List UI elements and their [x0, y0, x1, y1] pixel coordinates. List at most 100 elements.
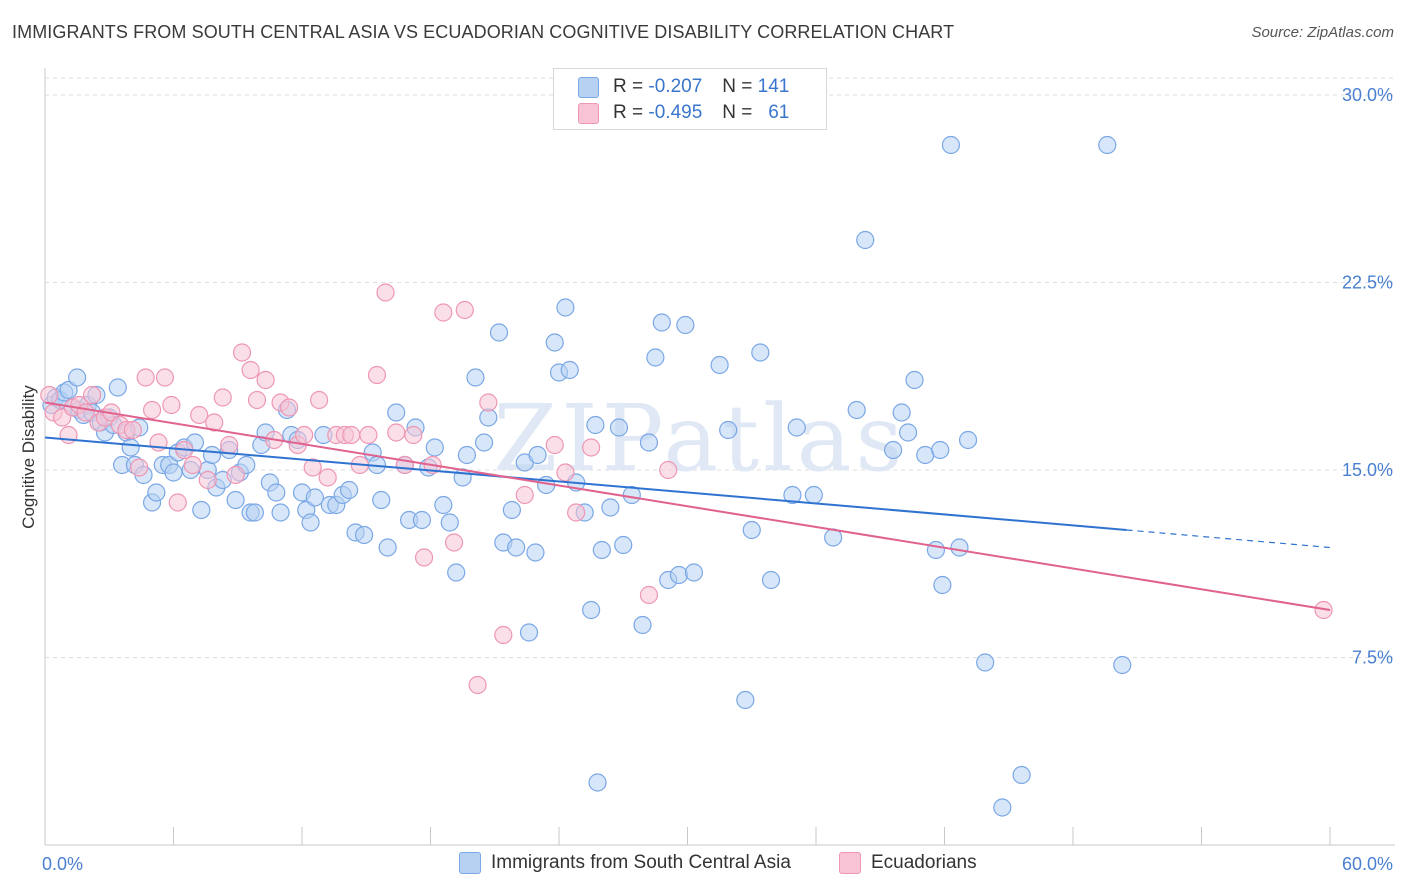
data-point-ecuadorians [232, 343, 252, 362]
data-point-immigrants [340, 480, 359, 500]
data-point-ecuadorians [582, 438, 601, 457]
data-point-ecuadorians [367, 365, 387, 385]
data-point-ecuadorians [545, 435, 564, 455]
bottom-legend-label: Ecuadorians [871, 852, 977, 873]
legend-n-label: N = [722, 102, 753, 123]
data-point-immigrants [489, 323, 509, 342]
data-point-immigrants [108, 378, 127, 397]
data-point-ecuadorians [136, 368, 155, 387]
axes [44, 68, 1395, 846]
data-point-immigrants [59, 380, 78, 400]
data-point-immigrants [926, 540, 946, 560]
data-point-immigrants [736, 690, 755, 710]
source-label: Source: ZipAtlas.com [1251, 24, 1394, 41]
data-point-immigrants [466, 368, 485, 387]
data-point-immigrants [751, 343, 770, 362]
data-point-immigrants [856, 230, 875, 250]
data-point-ecuadorians [190, 405, 209, 425]
data-point-immigrants [440, 513, 459, 532]
data-point-ecuadorians [1314, 600, 1333, 620]
data-point-immigrants [545, 333, 564, 352]
legend-n-value: 141 [757, 76, 790, 97]
data-point-immigrants [586, 415, 605, 435]
data-point-immigrants [447, 563, 466, 582]
data-point-immigrants [639, 433, 659, 452]
data-point-immigrants [993, 798, 1012, 817]
y-tick-label: 15.0% [1342, 460, 1393, 480]
data-point-immigrants [412, 510, 432, 530]
data-point-immigrants [387, 403, 406, 422]
data-point-immigrants [652, 313, 671, 332]
data-point-immigrants [669, 565, 689, 585]
data-point-ecuadorians [310, 390, 329, 410]
data-point-immigrants [271, 503, 290, 522]
data-point-immigrants [502, 500, 521, 520]
data-point-immigrants [933, 575, 952, 595]
data-point-ecuadorians [444, 533, 464, 552]
y-tick-label: 22.5% [1342, 273, 1393, 293]
data-point-immigrants [950, 538, 969, 557]
data-point-ecuadorians [414, 548, 434, 567]
data-point-ecuadorians [639, 585, 659, 605]
data-point-immigrants [372, 490, 391, 510]
data-point-immigrants [507, 538, 526, 557]
data-point-ecuadorians [468, 675, 487, 695]
legend-swatch-blue [578, 76, 599, 98]
data-point-immigrants [1113, 655, 1132, 675]
data-point-ecuadorians [342, 425, 361, 445]
data-point-immigrants [528, 445, 547, 465]
data-point-immigrants [710, 355, 729, 375]
y-tick-label: 7.5% [1352, 648, 1393, 668]
data-point-ecuadorians [376, 283, 395, 302]
data-point-ecuadorians [220, 435, 239, 455]
data-point-immigrants [883, 440, 903, 460]
data-point-ecuadorians [83, 385, 102, 405]
data-point-immigrants [676, 315, 695, 335]
data-point-immigrants [905, 370, 924, 390]
data-point-immigrants [560, 360, 579, 380]
x-tick-labels: 0.0% 60.0% [42, 854, 1393, 874]
data-point-immigrants [847, 400, 866, 420]
data-point-ecuadorians [295, 425, 314, 445]
data-point-immigrants [761, 570, 781, 590]
data-point-ecuadorians [659, 460, 678, 480]
bottom-legend-label: Immigrants from South Central Asia [491, 852, 791, 873]
legend-n-value: 61 [768, 102, 790, 123]
legend-r-value: -0.495 [648, 102, 703, 123]
data-point-immigrants [592, 540, 611, 560]
data-point-immigrants [941, 135, 961, 155]
data-point-immigrants [301, 513, 320, 532]
data-point-immigrants [609, 418, 629, 437]
data-point-immigrants [202, 445, 222, 465]
data-point-ecuadorians [130, 458, 149, 477]
data-point-ecuadorians [162, 395, 181, 415]
data-point-immigrants [519, 623, 539, 642]
bottom-legend-ecuadorians: Ecuadorians [839, 852, 977, 874]
y-tick-labels: 7.5% 15.0% 22.5% 30.0% [1342, 85, 1393, 668]
trend-lines [44, 401, 1331, 611]
data-point-ecuadorians [241, 360, 260, 380]
x-tick-label: 60.0% [1342, 854, 1393, 874]
bottom-legend-swatch-blue [459, 852, 481, 874]
data-point-immigrants [787, 418, 806, 437]
legend-swatch-pink [578, 102, 599, 124]
data-point-ecuadorians [303, 458, 322, 477]
data-point-ecuadorians [494, 625, 513, 645]
data-point-ecuadorians [213, 388, 232, 407]
x-tick-label: 0.0% [42, 854, 83, 874]
data-point-immigrants [719, 420, 738, 440]
data-point-immigrants [68, 368, 87, 387]
data-point-immigrants [556, 298, 575, 317]
data-point-ecuadorians [280, 398, 299, 417]
data-point-immigrants [892, 403, 911, 422]
data-point-immigrants [245, 503, 264, 522]
legend-r-label: R = [613, 102, 644, 123]
data-point-ecuadorians [567, 503, 586, 522]
data-point-immigrants [898, 423, 918, 442]
legend-r-value: -0.207 [648, 76, 703, 97]
data-point-ecuadorians [205, 413, 224, 432]
data-point-immigrants [804, 485, 823, 505]
data-point-ecuadorians [387, 423, 406, 442]
y-axis-label: Cognitive Disability [19, 385, 38, 529]
data-point-immigrants [378, 538, 397, 557]
